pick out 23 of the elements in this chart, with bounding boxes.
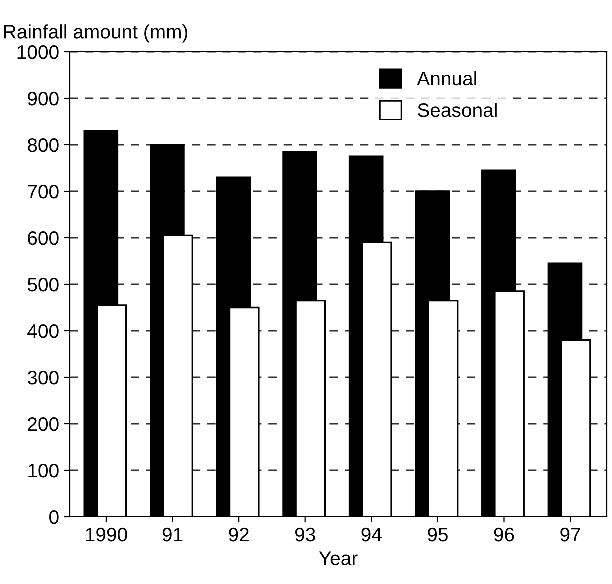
y-tick-label: 900 — [28, 92, 59, 106]
x-axis-title: Year — [319, 552, 358, 566]
y-tick-label: 100 — [28, 464, 59, 478]
x-tick-label: 95 — [428, 528, 448, 542]
x-tick-label: 94 — [362, 528, 382, 542]
x-tick-label: 93 — [295, 528, 316, 542]
y-axis-title: Rainfall amount (mm) — [4, 24, 188, 43]
x-tick-label: 91 — [162, 528, 183, 542]
x-tick-label: 97 — [560, 528, 580, 542]
legend-label: Annual — [417, 71, 476, 86]
y-tick-label: 500 — [28, 278, 59, 292]
y-tick-label: 400 — [28, 324, 59, 338]
x-tick-label: 1990 — [86, 528, 128, 542]
y-tick-label: 1000 — [18, 45, 59, 60]
y-tick-label: 200 — [28, 417, 59, 432]
x-tick-label: 92 — [229, 528, 249, 542]
y-tick-label: 0 — [50, 510, 59, 524]
y-tick-label: 300 — [28, 370, 59, 385]
x-tick-label: 96 — [494, 528, 514, 542]
y-tick-label: 800 — [28, 138, 59, 152]
y-tick-label: 700 — [28, 184, 59, 199]
legend-label: Seasonal — [418, 103, 497, 118]
y-tick-label: 600 — [28, 231, 59, 246]
